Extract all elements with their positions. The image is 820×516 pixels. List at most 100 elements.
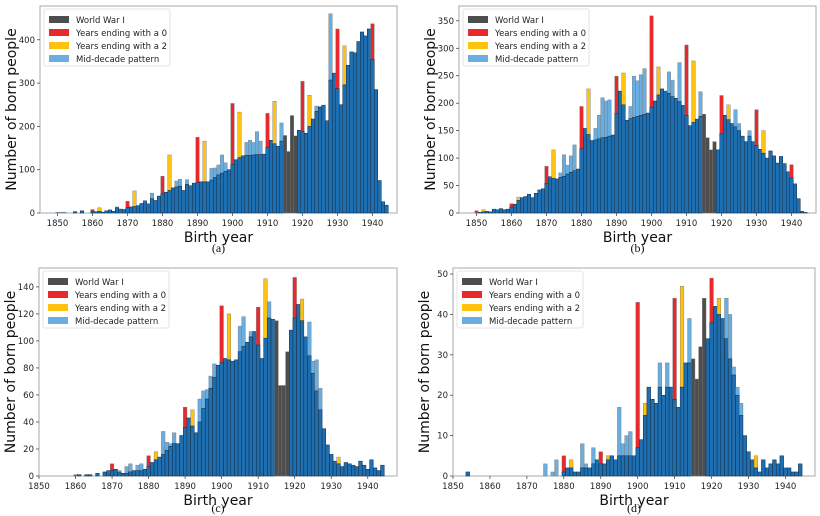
bar-base xyxy=(255,154,259,214)
y-tick-label: 50 xyxy=(437,270,448,280)
bar-base xyxy=(139,470,144,477)
bar-base xyxy=(307,126,312,214)
y-tick-label: 400 xyxy=(19,36,35,46)
bar-base xyxy=(349,51,354,214)
bar-base xyxy=(201,408,206,477)
bar-base xyxy=(635,116,640,214)
bar-base xyxy=(381,201,385,214)
bar-base xyxy=(265,146,270,214)
bar-base xyxy=(607,135,612,214)
bar-overlay-mid xyxy=(572,144,577,171)
bar-base xyxy=(716,314,722,477)
bar-overlay-zero xyxy=(544,166,549,184)
x-tick-label: 1850 xyxy=(466,219,488,229)
bar-overlay-mid xyxy=(255,131,259,155)
bar-overlay-two xyxy=(272,101,277,144)
bar-base xyxy=(376,470,381,477)
bar-overlay-zero xyxy=(754,109,759,146)
bar-base xyxy=(632,117,636,214)
y-tick-label: 250 xyxy=(438,72,454,82)
bar-base xyxy=(674,97,678,214)
bar-overlay-wwi xyxy=(290,115,294,214)
bar-base xyxy=(101,211,105,214)
x-tick-label: 1880 xyxy=(553,482,575,492)
bar-overlay-mid xyxy=(185,179,189,185)
bar-base xyxy=(227,169,231,214)
bar-base xyxy=(347,463,352,477)
bar-base xyxy=(332,460,337,477)
legend-swatch-wwi xyxy=(49,16,69,23)
bar-base xyxy=(772,155,776,214)
bar-overlay-two xyxy=(299,298,305,321)
bar-base xyxy=(618,90,622,214)
bar-base xyxy=(754,145,759,214)
bar-overlay-two xyxy=(569,459,574,469)
bar-overlay-wwi xyxy=(705,137,710,214)
bar-base xyxy=(719,133,724,214)
bar-base xyxy=(779,156,783,214)
legend-swatch-zero xyxy=(468,29,488,36)
bar-overlay-mid xyxy=(543,463,548,477)
y-tick-label: 120 xyxy=(18,310,34,320)
bar-base xyxy=(244,155,249,214)
bar-overlay-mid xyxy=(164,442,169,451)
bar-base xyxy=(183,427,188,477)
x-tick-label: 1930 xyxy=(746,219,768,229)
bar-overlay-mid xyxy=(554,459,559,477)
bar-base xyxy=(663,90,668,214)
bar-base xyxy=(369,459,374,477)
bar-base xyxy=(279,140,284,214)
x-tick-label: 1890 xyxy=(187,219,209,229)
bar-base xyxy=(213,177,217,214)
legend-label-mid: Mid-decade pattern xyxy=(76,55,159,65)
bar-overlay-mid xyxy=(258,140,263,155)
bar-overlay-mid xyxy=(733,109,738,127)
x-tick-label: 1900 xyxy=(211,482,233,492)
bar-overlay-zero xyxy=(292,277,297,319)
bar-base xyxy=(604,136,608,214)
bar-base xyxy=(705,338,710,477)
bar-base xyxy=(380,464,385,477)
bar-base xyxy=(555,178,559,214)
bar-base xyxy=(768,150,773,214)
bar-overlay-zero xyxy=(684,44,689,116)
bar-overlay-mid xyxy=(161,431,166,455)
bar-base xyxy=(153,200,158,214)
bar-base xyxy=(237,157,242,214)
bar-base xyxy=(153,459,158,477)
bar-overlay-wwi xyxy=(702,298,707,477)
bar-base xyxy=(178,185,182,214)
bar-overlay-mid xyxy=(735,386,740,396)
bar-overlay-mid xyxy=(600,97,605,138)
bar-overlay-zero xyxy=(709,277,714,323)
y-tick-label: 0 xyxy=(29,472,34,482)
bar-overlay-mid xyxy=(213,167,217,178)
bar-base xyxy=(204,398,210,477)
bar-base xyxy=(164,191,168,214)
bar-overlay-mid xyxy=(724,298,729,339)
bar-base xyxy=(709,322,714,477)
legend: World War I Years ending with a 0 Years en… xyxy=(456,270,584,329)
panel-caption: (a) xyxy=(212,241,225,255)
bar-base xyxy=(653,100,657,214)
x-tick-label: 1920 xyxy=(292,219,314,229)
bar-base xyxy=(757,471,762,477)
bar-overlay-mid xyxy=(737,123,741,131)
bar-base xyxy=(329,454,334,477)
bar-base xyxy=(613,459,618,477)
bar-overlay-mid xyxy=(135,464,140,471)
bar-base xyxy=(332,72,336,214)
bar-base xyxy=(172,443,177,477)
bar-base xyxy=(186,417,191,477)
bar-base xyxy=(576,471,581,477)
bar-base xyxy=(598,463,603,477)
bar-base xyxy=(258,154,263,214)
x-tick-label: 1940 xyxy=(357,482,379,492)
legend-box xyxy=(462,8,590,67)
bar-base xyxy=(230,164,235,214)
y-axis-label: Number of born people xyxy=(3,291,19,453)
bar-base xyxy=(593,139,598,214)
bar-base xyxy=(478,212,482,214)
bar-base xyxy=(665,386,670,477)
legend: World War I Years ending with a 0 Years en… xyxy=(462,8,590,67)
